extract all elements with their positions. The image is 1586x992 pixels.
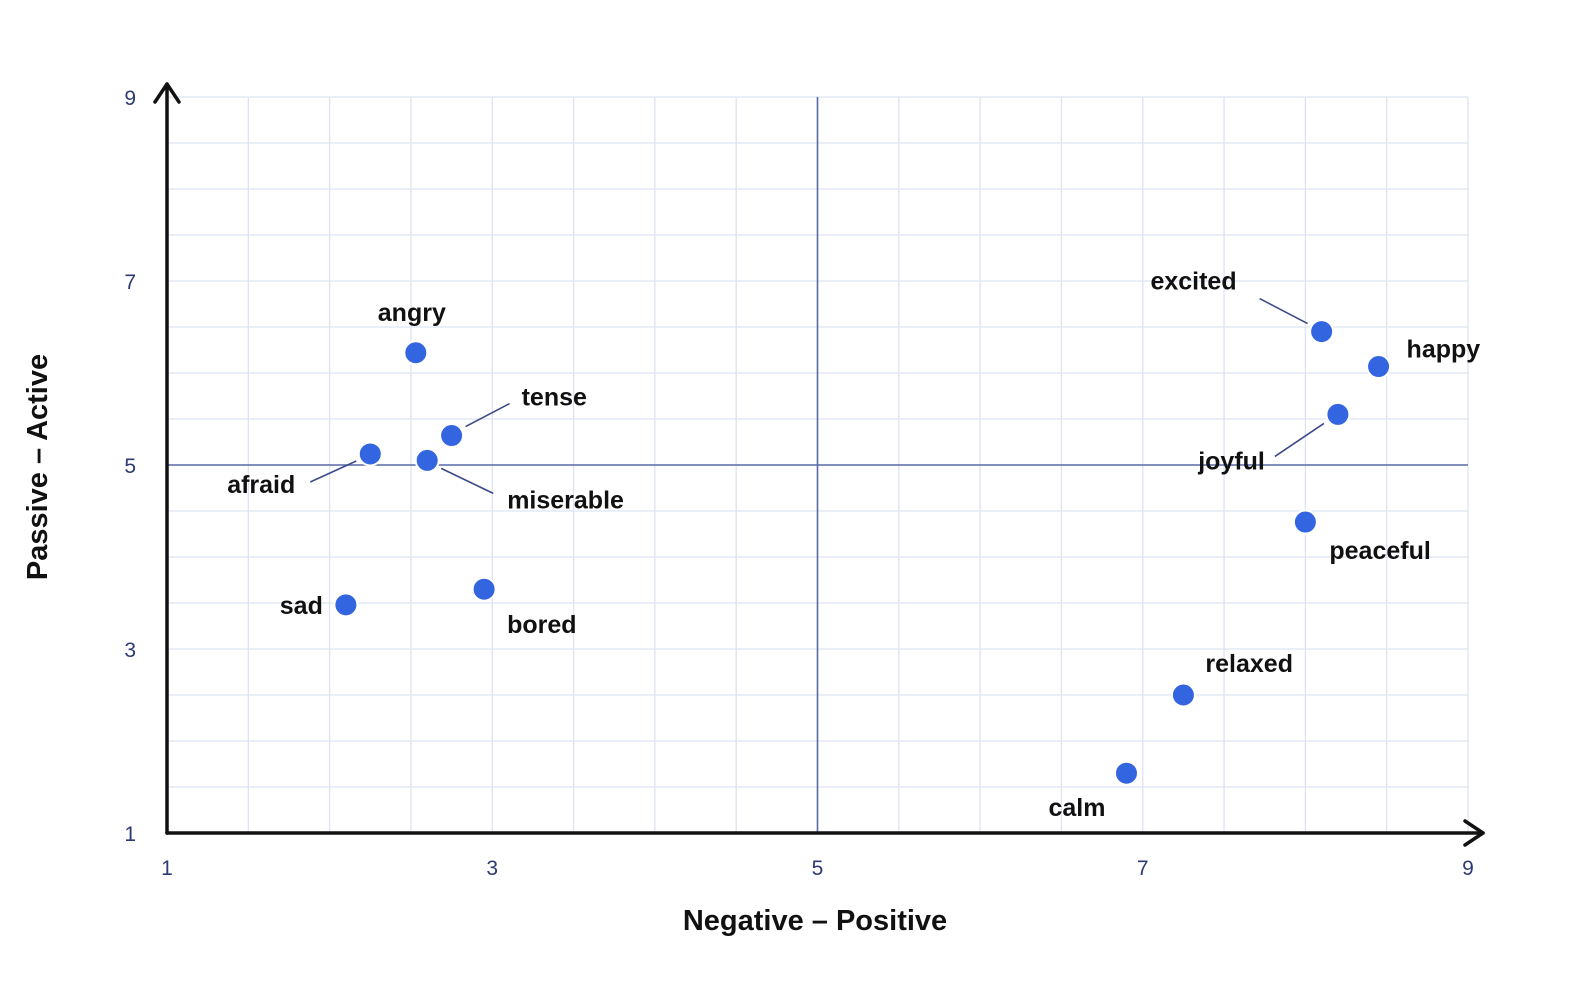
data-point-angry: [403, 340, 429, 366]
y-axis-arrow: [153, 82, 181, 104]
y-tick-label: 5: [124, 455, 136, 478]
data-point-relaxed: [1170, 682, 1196, 708]
x-axis-arrow: [1463, 819, 1485, 847]
leader-line-afraid: [309, 460, 357, 483]
x-tick-label: 3: [486, 857, 498, 880]
data-point-calm: [1113, 760, 1139, 786]
y-tick-label: 1: [124, 823, 136, 846]
y-tick-label: 9: [124, 87, 136, 110]
y-axis-title: Passive – Active: [22, 354, 54, 580]
data-point-sad: [333, 592, 359, 618]
data-point-afraid: [357, 441, 383, 467]
point-label-miserable: miserable: [507, 486, 624, 514]
y-tick-label: 7: [124, 271, 136, 294]
leader-line-excited: [1259, 297, 1309, 325]
data-point-joyful: [1325, 401, 1351, 427]
data-point-excited: [1309, 319, 1335, 345]
point-label-peaceful: peaceful: [1329, 537, 1430, 565]
axes: [153, 82, 1485, 847]
x-tick-label: 5: [812, 857, 824, 880]
leader-line-joyful: [1274, 422, 1325, 458]
center-lines: [167, 97, 1468, 833]
point-label-joyful: joyful: [1197, 447, 1265, 475]
x-axis-title: Negative – Positive: [683, 905, 947, 937]
data-point-happy: [1366, 354, 1392, 380]
point-labels: angry tense afraid miserable sad bored excited…: [227, 268, 1480, 823]
point-label-sad: sad: [280, 592, 323, 620]
data-point-tense: [439, 423, 465, 449]
x-tick-label: 1: [161, 857, 173, 880]
point-label-excited: excited: [1150, 268, 1236, 296]
data-point-bored: [471, 576, 497, 602]
tick-labels: 1 3 5 7 9 1 3 5 7 9: [124, 87, 1474, 880]
point-label-bored: bored: [507, 611, 576, 639]
x-tick-label: 9: [1462, 857, 1474, 880]
point-label-afraid: afraid: [227, 471, 295, 499]
leader-line-tense: [465, 402, 510, 428]
x-tick-label: 7: [1137, 857, 1149, 880]
point-label-relaxed: relaxed: [1205, 650, 1293, 678]
data-points: [333, 319, 1392, 786]
y-tick-label: 3: [124, 639, 136, 662]
label-leaders: [309, 297, 1325, 495]
data-point-miserable: [414, 447, 440, 473]
leader-line-miserable: [440, 467, 494, 495]
data-point-peaceful: [1292, 509, 1318, 535]
point-label-calm: calm: [1049, 794, 1106, 822]
point-label-angry: angry: [378, 299, 446, 327]
point-label-tense: tense: [522, 384, 587, 412]
point-label-happy: happy: [1407, 336, 1481, 364]
